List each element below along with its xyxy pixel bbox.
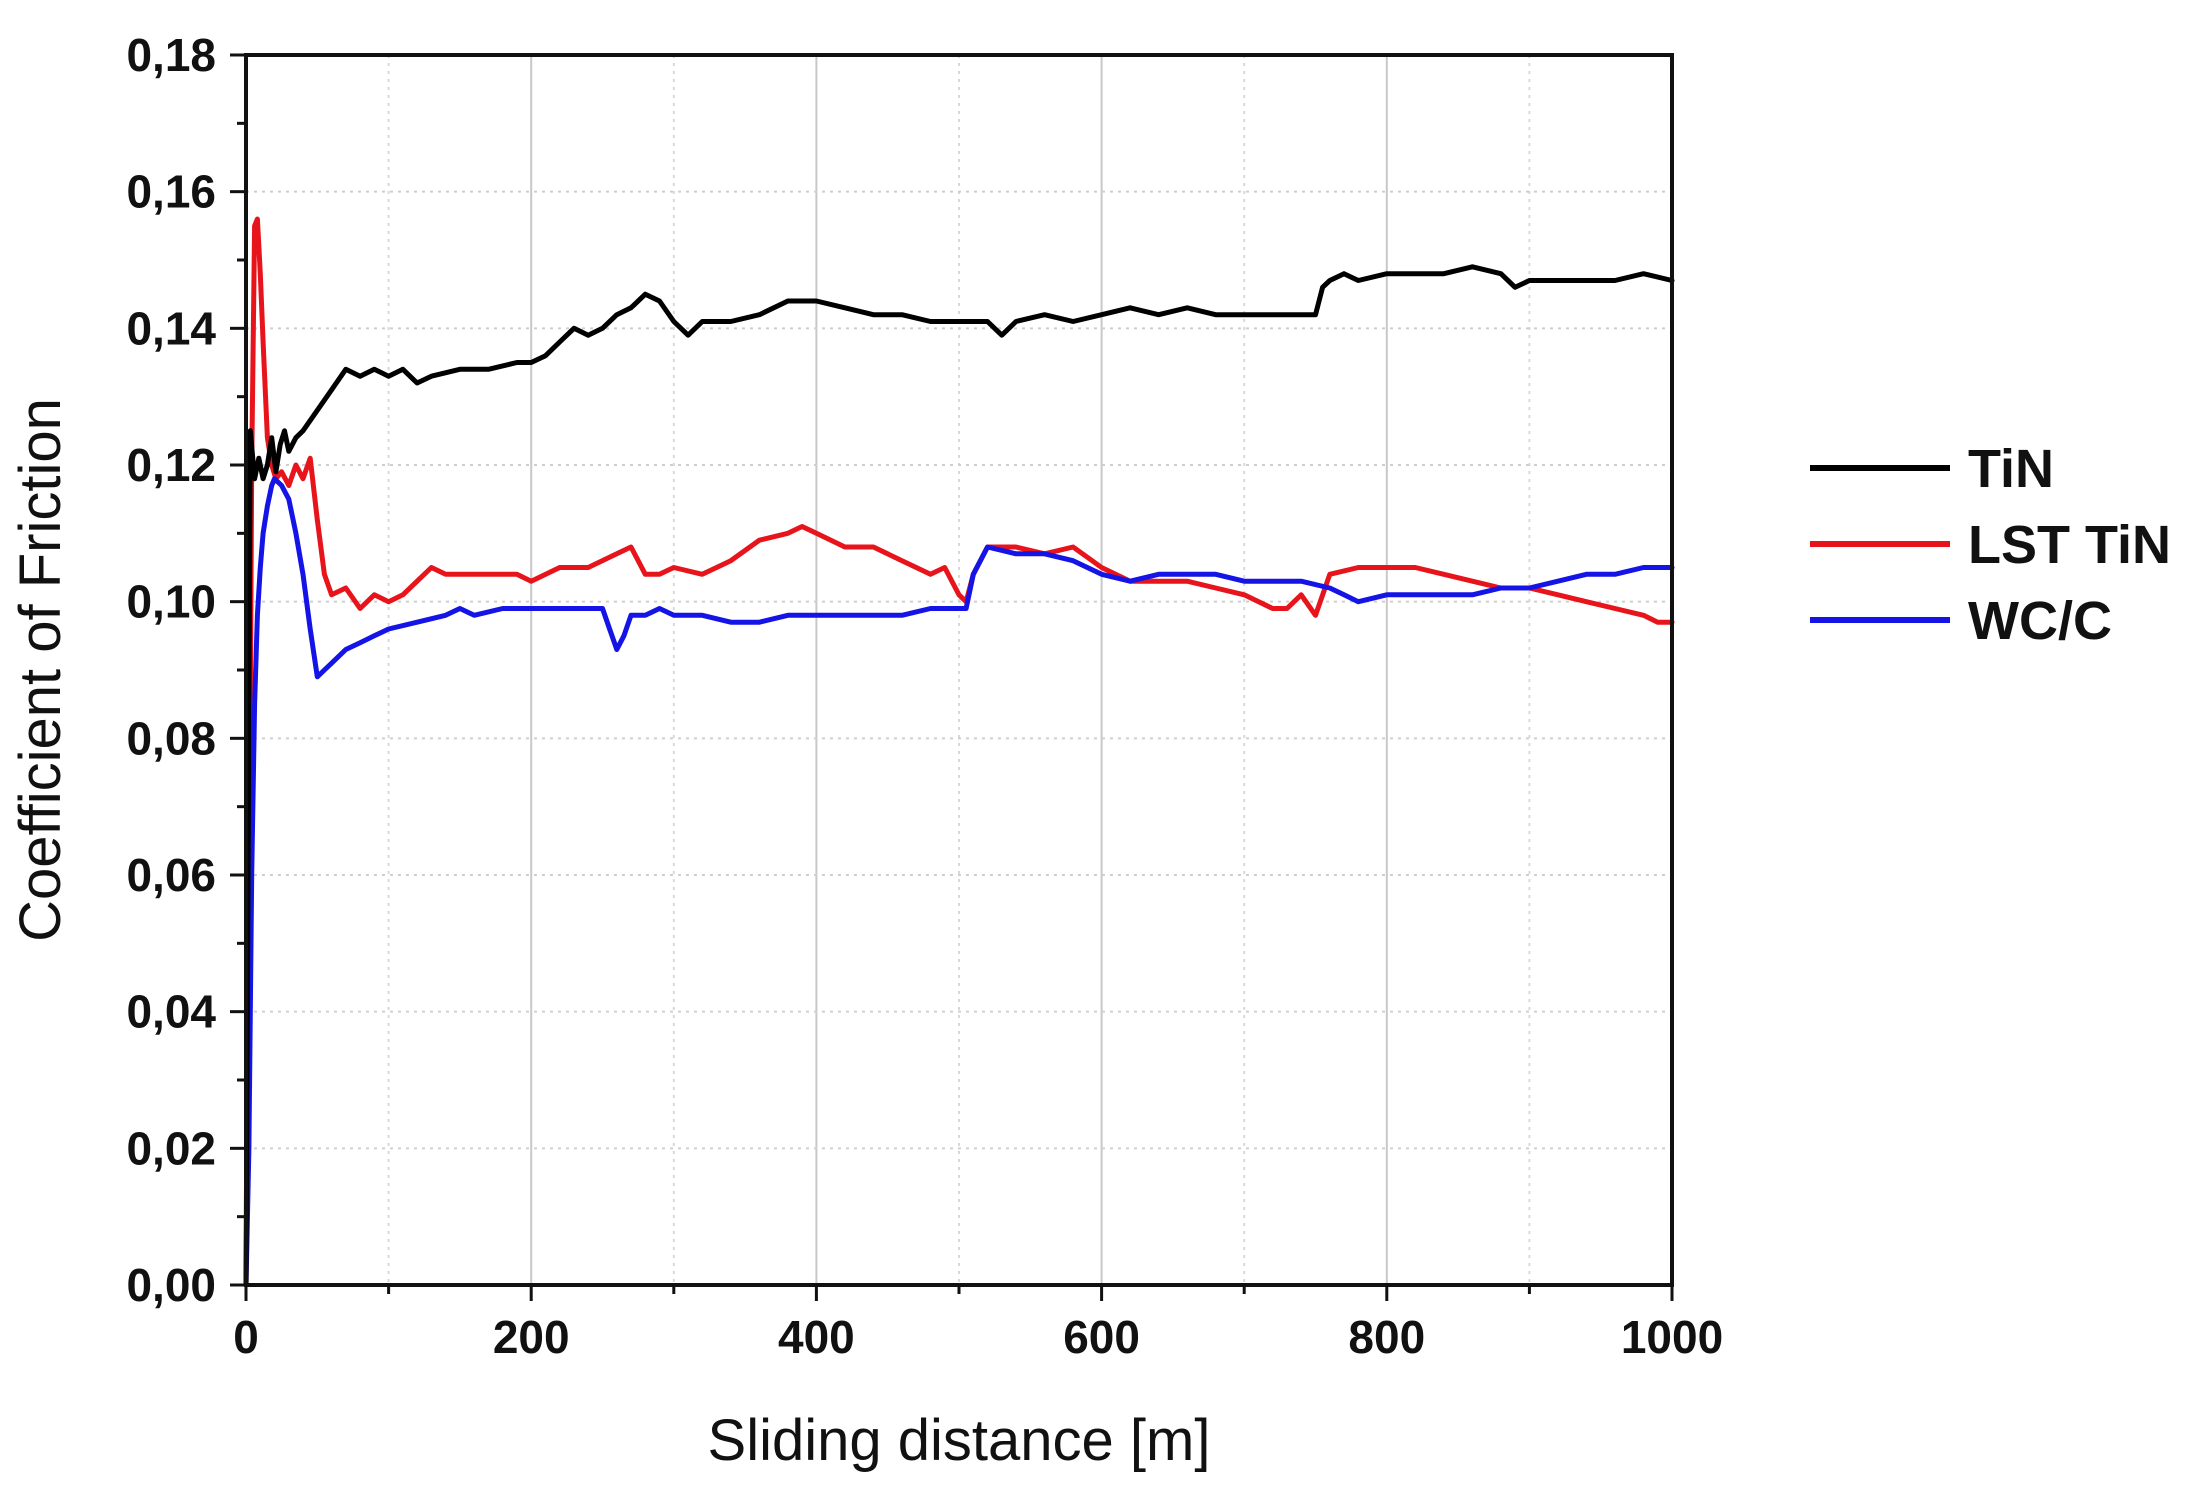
- y-tick-label: 0,04: [126, 986, 216, 1038]
- legend-label: WC/C: [1968, 591, 2112, 651]
- series-layer: [243, 216, 1675, 1288]
- axis-ticks: [230, 53, 1674, 1301]
- x-tick-label: 800: [1348, 1311, 1425, 1363]
- y-axis-title: Coefficient of Friction: [8, 398, 73, 942]
- y-tick-label: 0,08: [126, 712, 216, 764]
- tick-labels: 0 200 400 600 800 1000 0,00 0,02 0,04 0,06 0,08 0,1…: [126, 29, 1723, 1363]
- y-tick-label: 0,16: [126, 166, 216, 218]
- y-tick-label: 0,06: [126, 849, 216, 901]
- legend-label: LST TiN: [1968, 515, 2171, 575]
- x-tick-label: 600: [1063, 1311, 1140, 1363]
- x-tick-label: 200: [493, 1311, 570, 1363]
- y-tick-label: 0,02: [126, 1122, 216, 1174]
- y-tick-label: 0,10: [126, 576, 216, 628]
- series-line-wc-c: [243, 476, 1675, 1288]
- x-tick-label: 0: [233, 1311, 259, 1363]
- y-tick-label: 0,00: [126, 1259, 216, 1311]
- y-tick-label: 0,14: [126, 302, 216, 354]
- legend-label: TiN: [1968, 439, 2054, 499]
- x-axis-title: Sliding distance [m]: [708, 1408, 1211, 1473]
- legend: TiN LST TiN WC/C: [1810, 439, 2171, 651]
- x-tick-label: 400: [778, 1311, 855, 1363]
- series-line-lst-tin: [243, 216, 1675, 1288]
- y-tick-label: 0,12: [126, 439, 216, 491]
- series-line-tin: [243, 264, 1675, 1288]
- x-tick-label: 1000: [1621, 1311, 1723, 1363]
- y-tick-label: 0,18: [126, 29, 216, 81]
- grid-lines: [246, 55, 1672, 1285]
